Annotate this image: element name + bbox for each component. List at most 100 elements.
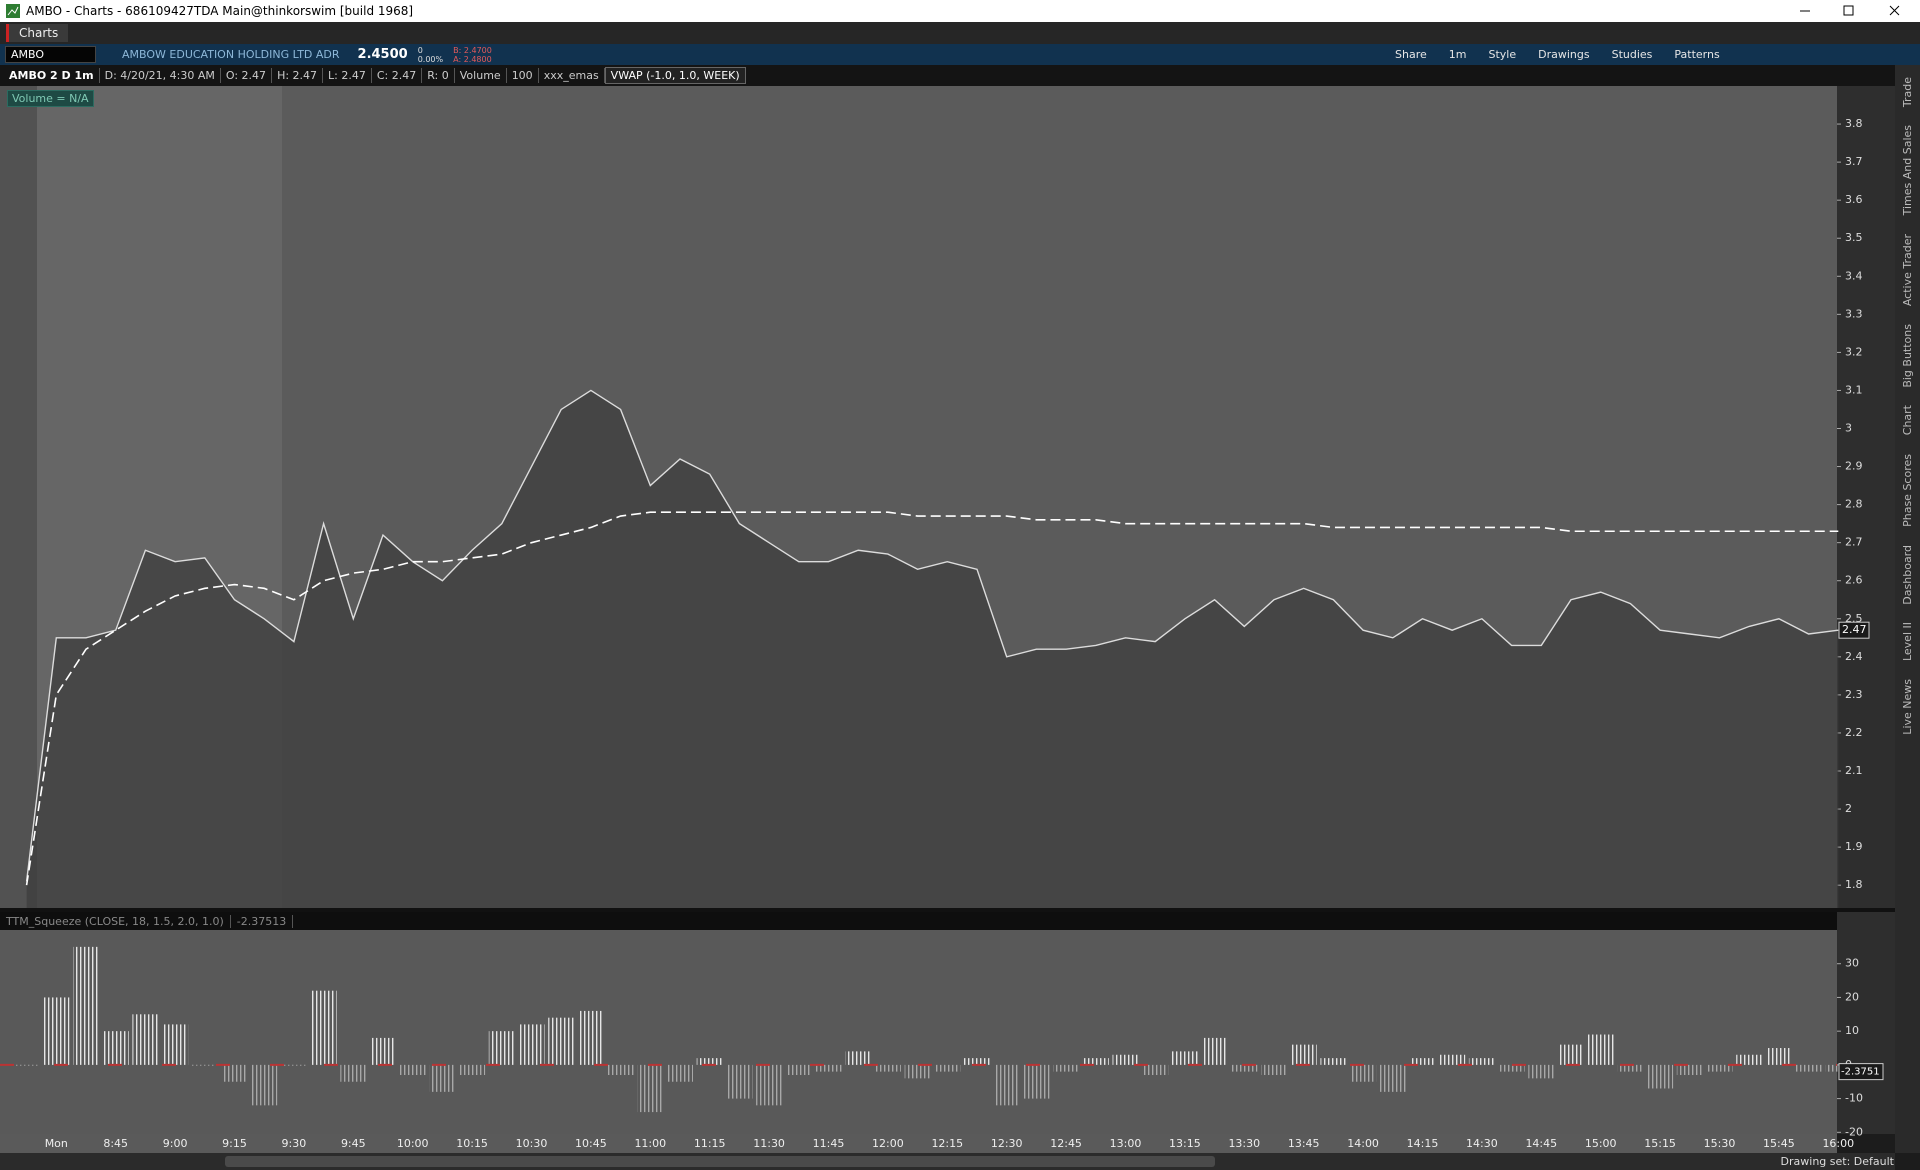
tab[interactable]: Charts [6,24,69,42]
squeeze-bar [1082,1058,1109,1065]
squeeze-bar [1231,1064,1258,1072]
squeeze-bar [667,1064,693,1082]
squeeze-bar [1765,1048,1792,1065]
x-tick-label: 9:00 [163,1137,188,1150]
squeeze-bar [1736,1054,1763,1065]
scroll-thumb[interactable] [225,1156,1215,1167]
vwap-line [25,511,1839,886]
sidebar-tab[interactable]: Dashboard [1901,544,1914,605]
squeeze-bar [429,1064,456,1092]
squeeze-bar [964,1058,990,1065]
header-item: L: 2.47 [323,68,372,83]
change: 0 0.00% [418,46,443,64]
squeeze-bar [221,1064,248,1082]
x-tick-label: 9:15 [222,1137,247,1150]
x-tick-label: 11:45 [813,1137,845,1150]
y-tick-label: 2 [1845,802,1852,815]
y-tick-label: 20 [1845,990,1859,1003]
y-tick-label: 2.4 [1845,650,1863,663]
squeeze-bar [756,1064,783,1106]
squeeze-bar [548,1017,575,1065]
x-tick-label: 15:30 [1704,1137,1736,1150]
squeeze-bar [1528,1064,1555,1079]
header-item: VWAP (-1.0, 1.0, WEEK) [604,67,746,84]
x-tick-label: 12:00 [872,1137,904,1150]
y-tick-label: 2.2 [1845,726,1863,739]
bid: B: 2.4700 [453,45,492,55]
sidebar-tab[interactable]: Chart [1901,405,1914,436]
sidebar-tab[interactable]: Live News [1901,679,1914,735]
x-tick-label: 11:00 [634,1137,666,1150]
sidebar-tab[interactable]: Active Trader [1901,233,1914,306]
toolbar-button[interactable]: Patterns [1674,48,1720,61]
squeeze-value-label: -2.3751 [1841,1067,1880,1078]
price-axis-bg [1837,86,1895,1134]
symbol-input[interactable]: AMBO [5,46,96,63]
squeeze-bar [1617,1064,1644,1072]
header-item: 100 [507,68,539,83]
x-tick-label: 11:15 [694,1137,726,1150]
toolbar-button[interactable]: Share [1395,48,1427,61]
squeeze-bar [1706,1064,1733,1072]
x-tick-label: 10:45 [575,1137,607,1150]
x-tick-label: 9:30 [282,1137,307,1150]
window-title: AMBO - Charts - 686109427TDA Main@thinko… [26,4,414,18]
x-tick-label: 14:45 [1525,1137,1557,1150]
x-tick-label: 13:00 [1110,1137,1142,1150]
sidebar-tab[interactable]: Level II [1901,622,1914,662]
y-tick-label: 3.4 [1845,269,1863,282]
squeeze-bar [399,1064,426,1075]
y-tick-label: -20 [1845,1125,1863,1138]
squeeze-bar [488,1031,515,1065]
sidebar-tab[interactable]: Times And Sales [1901,125,1914,216]
y-tick-label: 3.5 [1845,231,1863,244]
header-item: R: 0 [422,68,455,83]
header-item: D: 4/20/21, 4:30 AM [100,68,221,83]
sidebar: Trade Times And Sales Active Trader Big But… [1895,65,1920,1153]
squeeze-bar [993,1064,1020,1106]
y-tick-label: 2.7 [1845,536,1863,549]
last-price: 2.4500 [357,47,408,62]
window-controls[interactable] [1780,0,1920,22]
x-tick-label: 12:15 [931,1137,963,1150]
squeeze-bar [191,1064,218,1066]
squeeze-bar [815,1064,842,1072]
x-tick-label: 10:15 [456,1137,488,1150]
x-tick-label: 16:00 [1822,1137,1854,1150]
x-tick-label: 10:00 [397,1137,429,1150]
squeeze-pane [0,930,1837,1134]
squeeze-bar [1498,1064,1525,1072]
description: AMBOW EDUCATION HOLDING LTD ADR [122,48,340,61]
toolbar-button[interactable]: Style [1488,48,1517,61]
y-tick-label: 1.9 [1845,840,1863,853]
squeeze-bar [1676,1064,1703,1075]
squeeze-bar [1053,1064,1080,1072]
y-tick-label: 2.6 [1845,574,1863,587]
squeeze-bar [13,1064,40,1066]
squeeze-bar [310,990,337,1065]
squeeze-header: TTM_Squeeze (CLOSE, 18, 1.5, 2.0, 1.0) -… [0,912,1837,930]
study-value: -2.37513 [237,914,294,928]
sidebar-tab[interactable]: Phase Scores [1901,453,1914,527]
squeeze-bar [1142,1064,1169,1075]
y-tick-label: 3.3 [1845,307,1863,320]
toolbar-button[interactable]: 1m [1448,48,1467,61]
squeeze-bar [459,1064,486,1075]
y-tick-label: 2.8 [1845,498,1863,511]
header-item: C: 2.47 [372,68,423,83]
y-tick-label: 3.1 [1845,383,1863,396]
x-tick-label: 13:45 [1288,1137,1320,1150]
last-price-label: 2.47 [1842,623,1867,636]
toolbar-button[interactable]: Drawings [1538,48,1590,61]
net-change: 0 [417,45,423,55]
toolbar-button[interactable]: Studies [1611,48,1653,61]
last-price-box [1838,621,1870,639]
sidebar-tab[interactable]: Big Buttons [1901,323,1914,388]
y-tick-label: 3.6 [1845,193,1863,206]
title-bar: AMBO - Charts - 686109427TDA Main@thinko… [0,0,1920,22]
y-tick-label: 1.8 [1845,878,1863,891]
squeeze-bar [934,1064,961,1072]
sidebar-tab[interactable]: Trade [1901,77,1914,108]
squeeze-bar [1201,1037,1228,1065]
